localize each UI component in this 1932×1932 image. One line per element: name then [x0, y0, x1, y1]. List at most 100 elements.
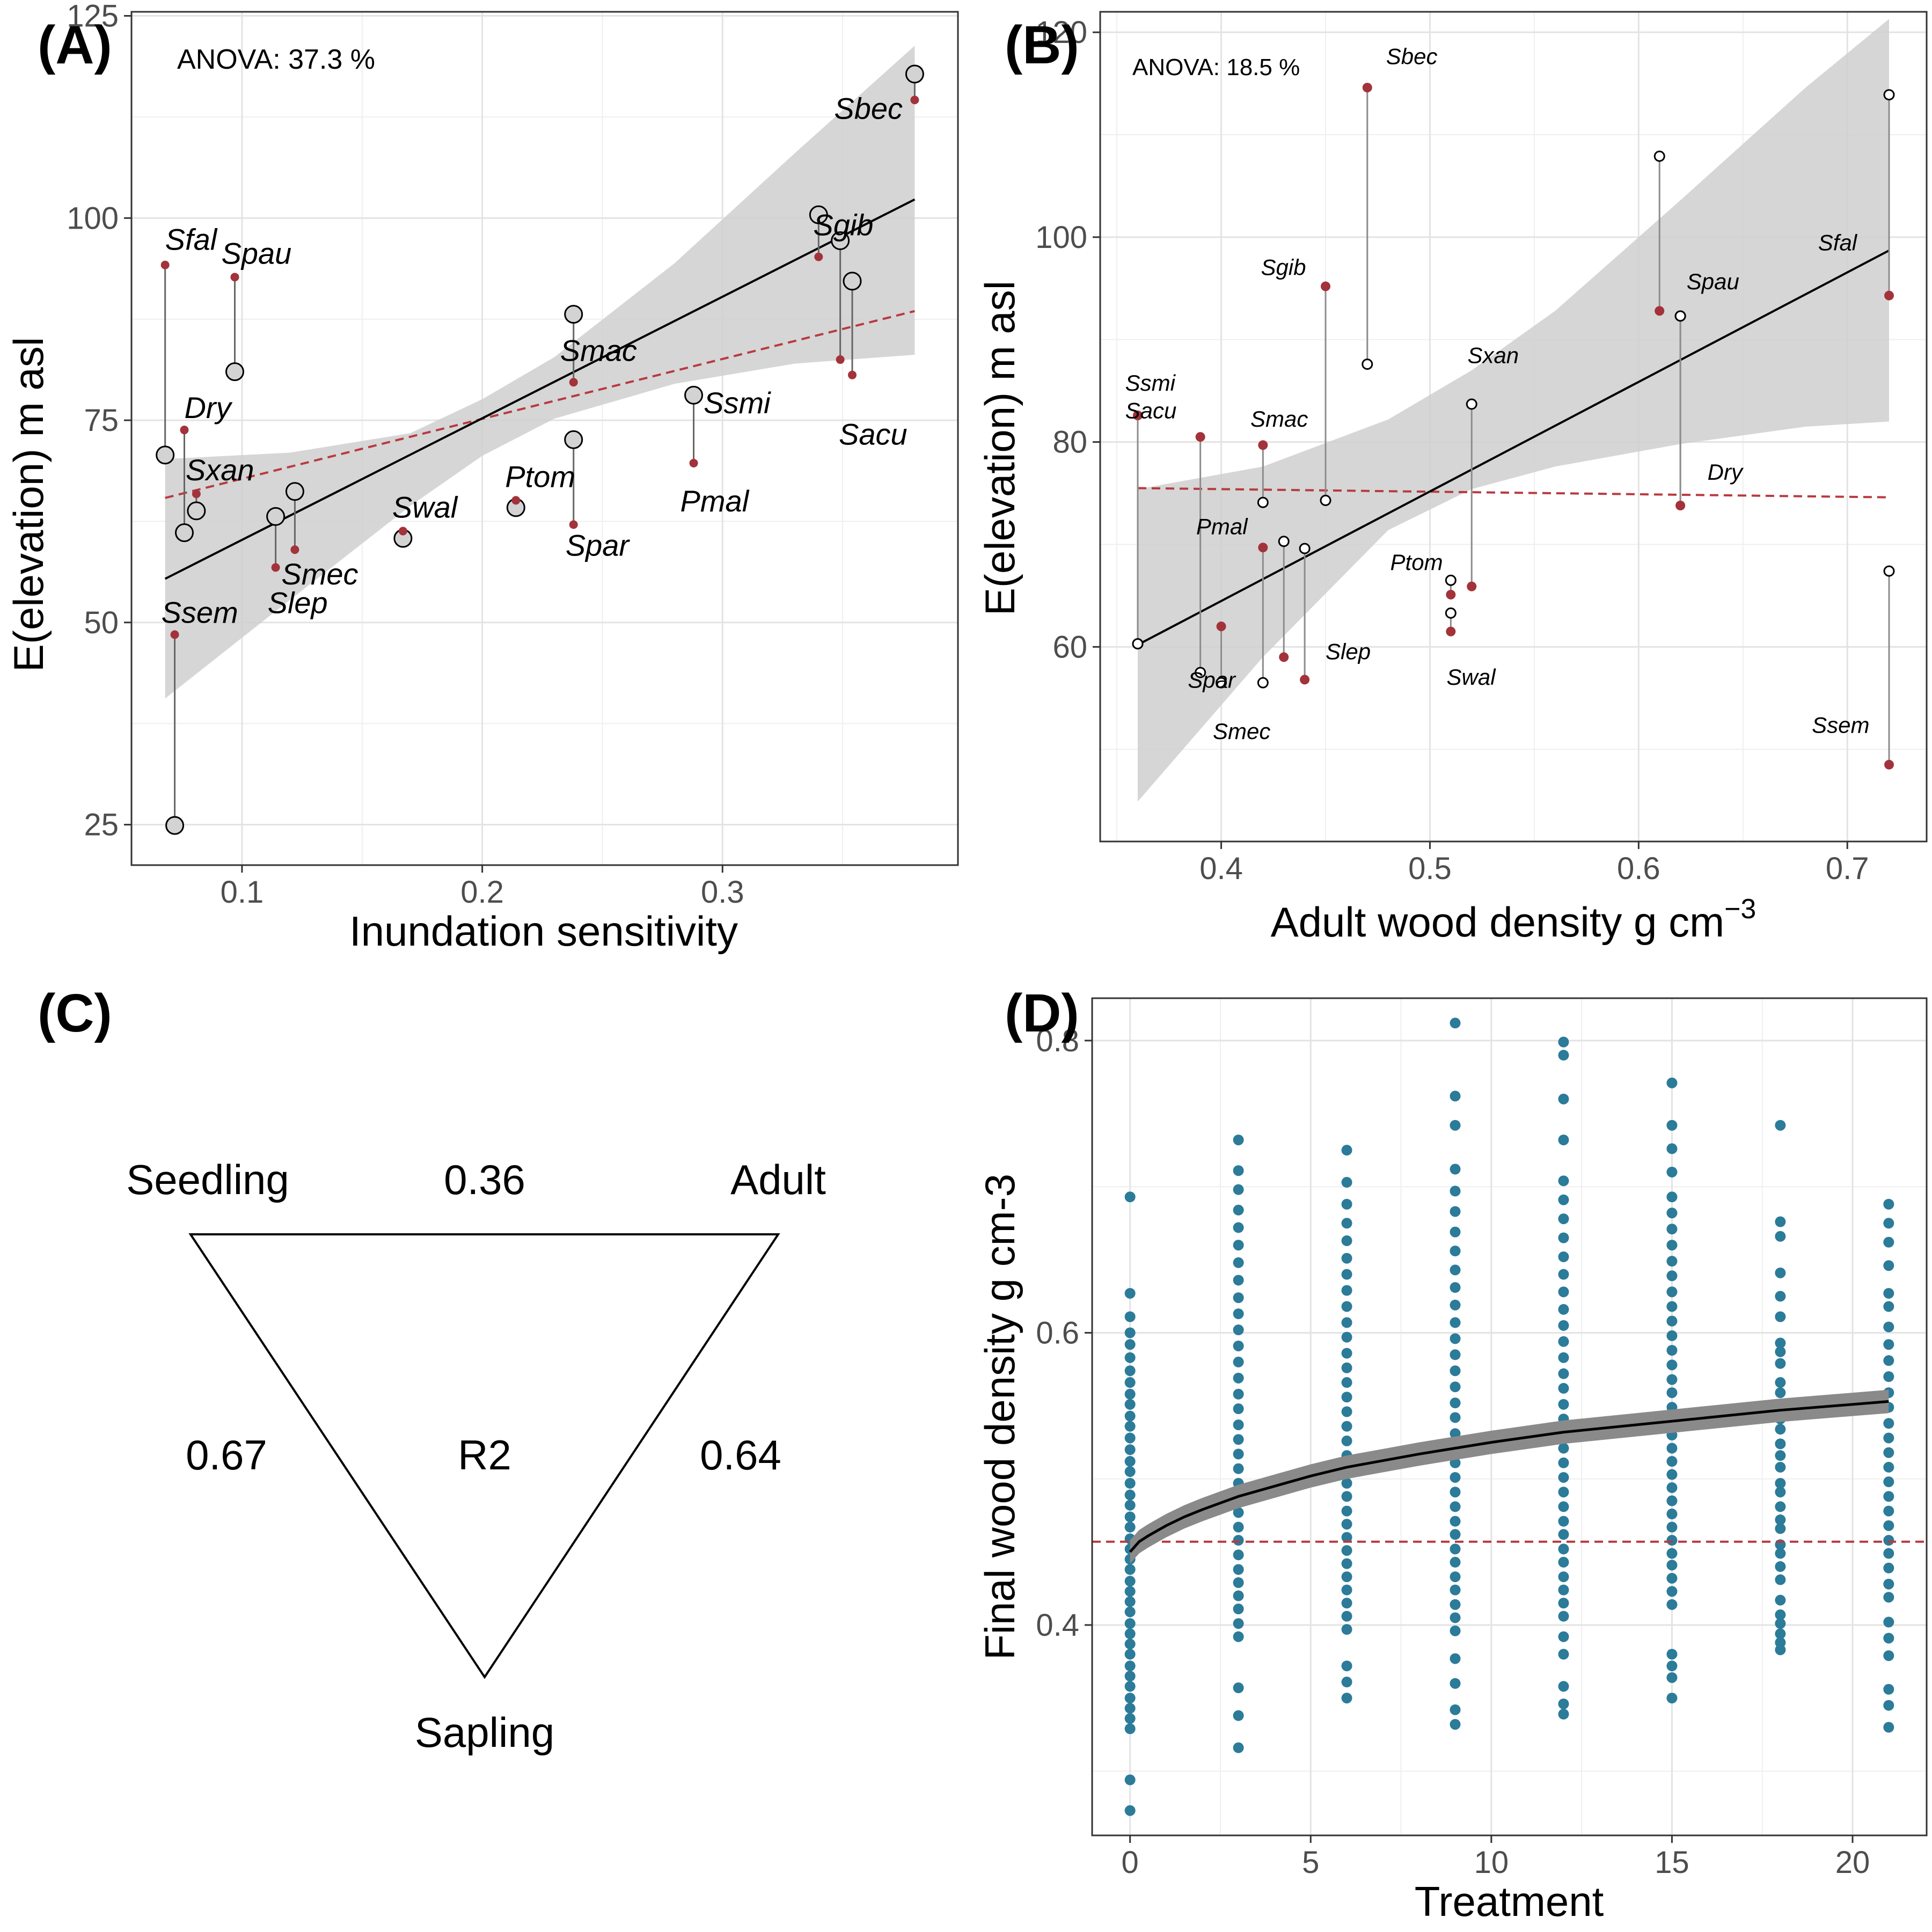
panel-d-data-point [1341, 1693, 1352, 1704]
panel-d-data-point [1233, 1257, 1244, 1268]
panel-d-data-point [1450, 1091, 1461, 1102]
panel-a-x-tick-label: 0.3 [701, 875, 744, 910]
panel-d-data-point [1341, 1392, 1352, 1403]
panel-d-data-point [1883, 1301, 1894, 1312]
panel-a-species-label: Slep [268, 586, 328, 619]
panel-d-data-point [1124, 1564, 1136, 1575]
panel-a-adult-point [564, 430, 583, 449]
panel-d-panel-border [1091, 997, 1928, 1836]
panel-d-data-point [1558, 1516, 1569, 1527]
panel-b-species-label: Ssmi [1125, 370, 1176, 396]
panel-d-data-point [1666, 1315, 1678, 1327]
panel-a-fit-line [164, 198, 916, 580]
panel-d-data-point [1558, 1487, 1569, 1498]
panel-d-x-tick-label: 10 [1474, 1845, 1509, 1880]
panel-d-data-point [1775, 1438, 1786, 1450]
panel-b-seedling-point [1467, 581, 1477, 591]
panel-d-y-tick-label: 0.4 [1036, 1608, 1079, 1643]
panel-b-x-tick-label: 0.7 [1826, 851, 1869, 886]
panel-d-data-point [1558, 1501, 1569, 1512]
panel-d-data-point [1883, 1684, 1894, 1695]
panel-d-data-point [1450, 1501, 1461, 1512]
panel-d-data-point [1775, 1501, 1786, 1512]
panel-d-data-point [1341, 1611, 1352, 1622]
panel-a-seedling-point [230, 273, 239, 282]
panel-d-data-point [1558, 1457, 1569, 1468]
panel-b-species-label: Swal [1447, 664, 1497, 690]
panel-d-data-point [1450, 1529, 1461, 1540]
panel-b-adult-point [1445, 574, 1457, 586]
panel-d-data-point [1341, 1218, 1352, 1229]
panel-d-data-point [1666, 1270, 1678, 1282]
panel-d-data-point [1666, 1521, 1678, 1533]
panel-d-data-point [1124, 1377, 1136, 1388]
panel-d-data-point [1233, 1521, 1244, 1533]
panel-d-data-point [1883, 1505, 1894, 1517]
panel-d-data-point [1124, 1410, 1136, 1422]
panel-d-data-point [1558, 1529, 1569, 1540]
panel-b-species-label: Sxan [1467, 343, 1519, 368]
panel-a-y-tick-label: 25 [84, 808, 119, 843]
panel-b-adult-point [1257, 496, 1269, 508]
panel-d-data-point [1124, 1365, 1136, 1377]
panel-d-data-point [1558, 1543, 1569, 1555]
panel-d-data-point [1124, 1327, 1136, 1338]
panel-d-data-point [1883, 1520, 1894, 1531]
panel-d-data-point [1124, 1339, 1136, 1350]
vertex-label-adult: Adult [730, 1156, 826, 1203]
panel-b-adult-point [1883, 565, 1895, 577]
panel-a-species-label: Spar [566, 529, 631, 562]
panel-a-seedling-point [160, 260, 170, 269]
panel-a-species-label: Pmal [680, 484, 750, 518]
panel-a-species-label: Sfal [165, 223, 218, 257]
panel-d-data-point [1775, 1523, 1786, 1534]
panel-b-species-label: Smec [1213, 719, 1270, 744]
panel-a-seedling-point [910, 96, 919, 105]
panel-d-data-point [1666, 1469, 1678, 1480]
panel-d-data-point [1124, 1287, 1136, 1299]
panel-d-data-point [1558, 1649, 1569, 1660]
panel-d-x-tick-label: 15 [1655, 1845, 1689, 1880]
panel-d-data-point [1558, 1709, 1569, 1720]
panel-d-data-point [1666, 1119, 1678, 1131]
panel-d-data-point [1341, 1301, 1352, 1312]
panel-d-data-point [1558, 1598, 1569, 1609]
panel-d-data-point [1233, 1403, 1244, 1415]
correlation-triangle [188, 1233, 780, 1679]
panel-d-data-point [1558, 1304, 1569, 1315]
panel-d-data-point [1124, 1660, 1136, 1672]
panel-a-seedling-point [290, 545, 299, 554]
panel-d-data-point [1450, 1516, 1461, 1527]
panel-d-data-point [1233, 1204, 1244, 1216]
panel-d-data-point [1666, 1495, 1678, 1506]
panel-d-data-point [1233, 1222, 1244, 1233]
panel-d-data-point [1558, 1175, 1569, 1187]
panel-d-data-point [1450, 1653, 1461, 1664]
panel-b-adult-point [1320, 494, 1331, 506]
panel-b-confidence-ribbon [1138, 19, 1889, 802]
panel-d-data-point [1666, 1256, 1678, 1267]
panel-d-data-point [1233, 1742, 1244, 1753]
panel-d-data-point [1775, 1628, 1786, 1640]
panel-d-data-point [1883, 1633, 1894, 1644]
panel-d-data-point [1233, 1604, 1244, 1615]
panel-d-data-point [1775, 1231, 1786, 1242]
panel-d-data-point [1124, 1618, 1136, 1629]
panel-d-data-point [1341, 1660, 1352, 1672]
panel-d-plot-area: 0 5 10 15 20 0.4 0.6 0.8 [1036, 997, 1928, 1880]
panel-d-data-point [1341, 1584, 1352, 1596]
panel-d-data-point [1666, 1345, 1678, 1356]
panel-d-data-point [1558, 1443, 1569, 1454]
panel-a-species-label: Ptom [505, 459, 575, 493]
panel-d-data-point [1883, 1548, 1894, 1559]
panel-d-data-point [1558, 1382, 1569, 1394]
panel-b-seedling-point [1362, 83, 1372, 93]
panel-a-adult-point [285, 482, 304, 501]
panel-d-data-point [1883, 1371, 1894, 1382]
panel-a-seedling-point [271, 563, 280, 572]
panel-b-species-label: Dry [1708, 459, 1744, 485]
panel-d-data-point [1124, 1399, 1136, 1410]
